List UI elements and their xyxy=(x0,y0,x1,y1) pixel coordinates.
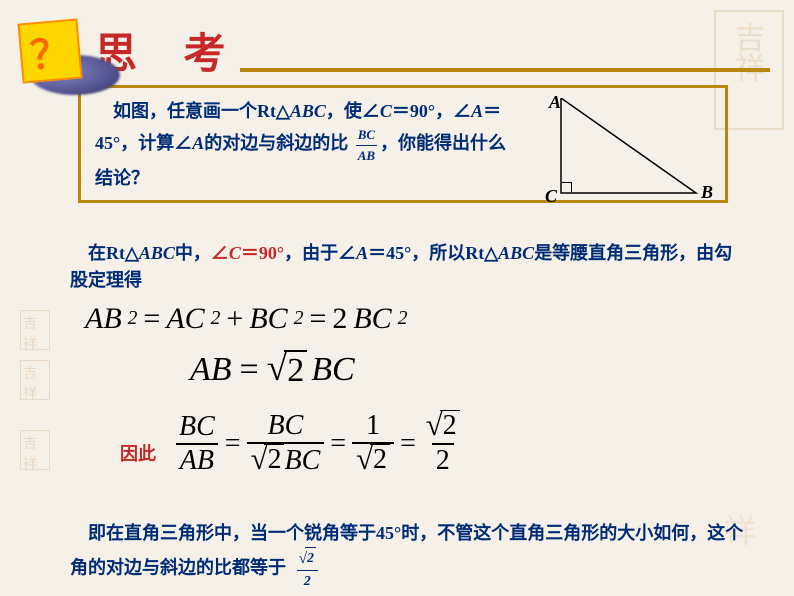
eq3-n3: 1 xyxy=(362,410,384,442)
triangle-label-a: A xyxy=(549,92,561,113)
eq1-bc: BC xyxy=(249,302,287,336)
eq1-sup4: 2 xyxy=(398,308,408,330)
eq3-frac4: √2 2 xyxy=(422,410,464,477)
eq1-eq: = xyxy=(143,302,160,336)
concl-frac-den: 2 xyxy=(304,571,311,592)
problem-line-1a: 如图，任意画一个Rt△ xyxy=(95,101,290,121)
equation-1: AB2 = AC2 + BC2 = 2BC2 xyxy=(85,302,407,336)
decorative-seal-left-3: 吉祥 xyxy=(20,430,50,470)
eq3-frac1: BC AB xyxy=(175,411,219,477)
problem-line-2: 的对边与斜边的比 xyxy=(204,133,348,153)
eq1-sup1: 2 xyxy=(128,308,138,330)
eq2-eq: = xyxy=(240,351,259,389)
problem-fraction-bc-ab: BC AB xyxy=(356,125,377,165)
eq1-eq2: = xyxy=(309,302,326,336)
problem-eq90: ＝90°，∠ xyxy=(392,101,471,121)
eq3-eq3: = xyxy=(400,428,416,460)
problem-c: C xyxy=(380,101,392,121)
problem-a2: A xyxy=(192,133,204,153)
eq1-ac: AC xyxy=(166,302,204,336)
question-mark-icon: ？ xyxy=(28,20,73,81)
eq2-ab: AB xyxy=(190,351,232,389)
frac-den-ab: AB xyxy=(358,146,375,166)
frac-num-bc: BC xyxy=(356,125,377,146)
problem-text: 如图，任意画一个Rt△ABC，使∠C＝90°，∠A＝45°，计算∠A的对边与斜边… xyxy=(95,98,521,190)
eq3-frac2: BC √2BC xyxy=(247,410,325,477)
eq3-d4: 2 xyxy=(432,443,454,477)
sol-a: A xyxy=(356,243,368,263)
problem-abc: ABC xyxy=(290,101,326,121)
triangle-diagram: A B C xyxy=(531,98,711,206)
eq2-sqrt-arg: 2 xyxy=(284,350,307,389)
eq3-d2: √2BC xyxy=(247,442,325,477)
question-mark-box: ？ xyxy=(17,18,82,83)
equation-3: BC AB = BC √2BC = 1 √2 = √2 2 xyxy=(175,410,464,477)
eq1-two: 2 xyxy=(332,302,347,336)
sol-abc: ABC xyxy=(139,243,175,263)
title-underline xyxy=(240,68,770,72)
triangle-svg xyxy=(531,98,711,206)
sol-p1c: ，由于∠ xyxy=(284,243,356,263)
decorative-seal-left-2: 吉祥 xyxy=(20,360,50,400)
eq3-d1: AB xyxy=(176,443,218,477)
eq3-n4: √2 xyxy=(422,410,464,443)
solution-paragraph-1: 在Rt△ABC中，∠C＝90°，由于∠A＝45°，所以Rt△ABC是等腰直角三角… xyxy=(70,240,750,294)
eq3-frac3: 1 √2 xyxy=(352,410,394,477)
eq1-ab: AB xyxy=(85,302,122,336)
sol-p1b: 中， xyxy=(175,243,211,263)
eq3-eq2: = xyxy=(330,428,346,460)
eq3-n2: BC xyxy=(264,410,308,442)
right-angle-marker xyxy=(562,182,572,192)
eq1-sup2: 2 xyxy=(211,308,221,330)
sol-p1a: 在Rt△ xyxy=(70,243,139,263)
therefore-label: 因此 xyxy=(120,440,156,466)
eq3-eq1: = xyxy=(225,428,241,460)
sol-abc2: ABC xyxy=(498,243,534,263)
conclusion: 即在直角三角形中，当一个锐角等于45°时，不管这个直角三角形的大小如何，这个角的… xyxy=(70,520,750,592)
equation-2: AB = √2BC xyxy=(190,350,355,389)
triangle-label-c: C xyxy=(545,186,557,207)
header: ？ 思 考 xyxy=(20,20,244,81)
problem-box: 如图，任意画一个Rt△ABC，使∠C＝90°，∠A＝45°，计算∠A的对边与斜边… xyxy=(78,85,728,203)
eq3-d3: √2 xyxy=(352,442,394,477)
triangle-label-b: B xyxy=(701,182,713,203)
eq2-sqrt: √2 xyxy=(267,350,308,389)
sol-p1d: ＝45°，所以Rt△ xyxy=(368,243,498,263)
eq2-bc: BC xyxy=(311,351,354,389)
eq1-bc2: BC xyxy=(353,302,391,336)
decorative-seal-left-1: 吉祥 xyxy=(20,310,50,350)
eq1-sup3: 2 xyxy=(294,308,304,330)
eq3-n1: BC xyxy=(175,411,219,443)
conclusion-text: 即在直角三角形中，当一个锐角等于45°时，不管这个直角三角形的大小如何，这个角的… xyxy=(70,523,743,578)
problem-line-1b: ，使∠ xyxy=(326,101,380,121)
conclusion-fraction: √2 2 xyxy=(297,547,318,592)
eq1-plus: + xyxy=(226,302,243,336)
problem-a1: A xyxy=(471,101,483,121)
sol-angle-c-red: ∠C＝90° xyxy=(211,243,284,263)
concl-frac-num: √2 xyxy=(297,547,318,571)
